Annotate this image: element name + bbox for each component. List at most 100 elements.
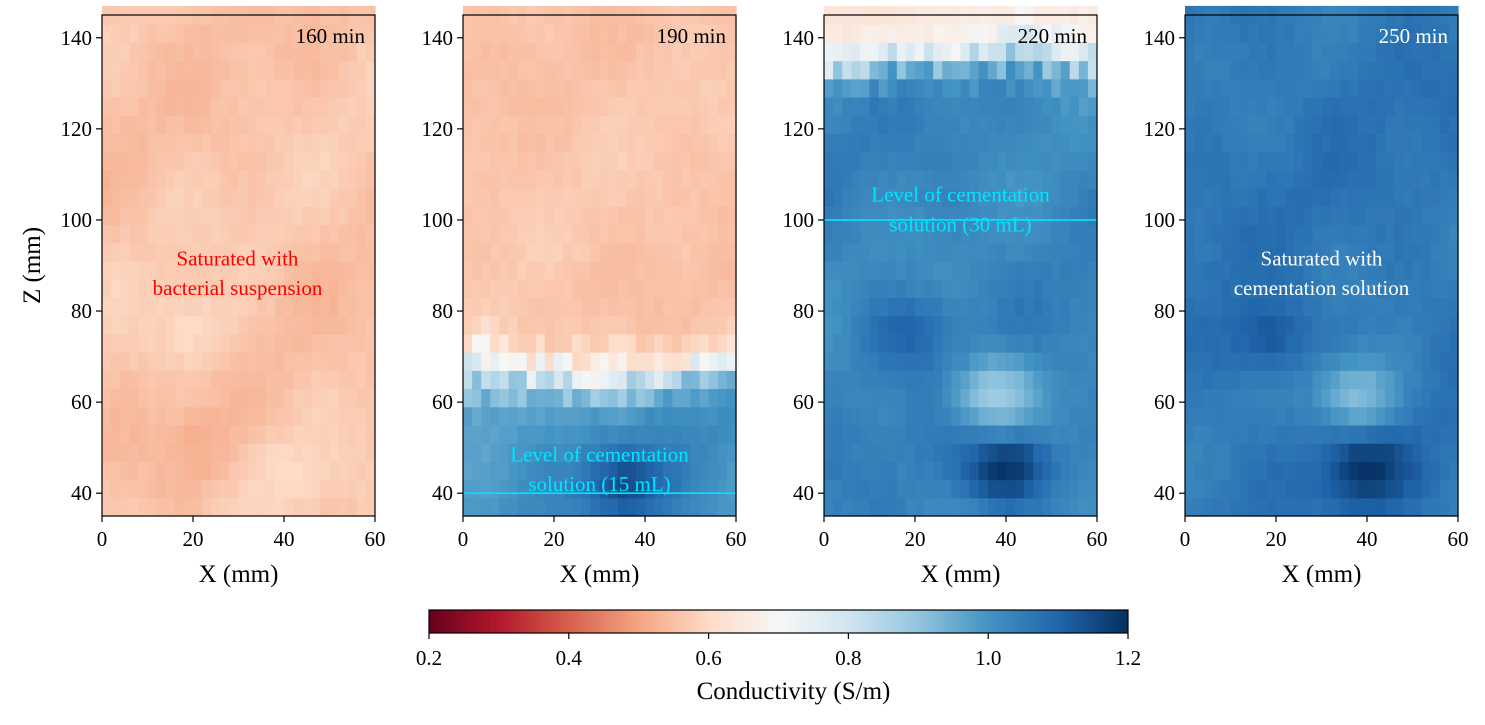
heatmap-cell bbox=[1194, 60, 1204, 80]
heatmap-cell bbox=[256, 352, 267, 371]
heatmap-cell bbox=[1194, 461, 1204, 481]
heatmap-cell bbox=[338, 333, 349, 353]
heatmap-cell bbox=[311, 370, 321, 390]
heatmap-cell bbox=[915, 461, 925, 481]
heatmap-cell bbox=[1321, 133, 1332, 153]
heatmap-cell bbox=[1042, 96, 1053, 116]
heatmap-cell bbox=[978, 315, 989, 335]
heatmap-cell bbox=[1078, 297, 1089, 317]
heatmap-cell bbox=[915, 497, 925, 517]
heatmap-cell bbox=[969, 370, 980, 390]
heatmap-cell bbox=[1006, 242, 1016, 262]
heatmap-cell bbox=[1294, 133, 1304, 153]
heatmap-cell bbox=[183, 169, 194, 189]
heatmap-cell bbox=[1430, 479, 1441, 499]
heatmap-cell bbox=[165, 352, 176, 371]
heatmap-cell bbox=[681, 242, 692, 262]
colorbar-segment bbox=[825, 610, 829, 633]
heatmap-cell bbox=[120, 479, 130, 499]
heatmap-cell bbox=[138, 96, 149, 116]
heatmap-cell bbox=[329, 24, 340, 43]
heatmap-cell bbox=[1430, 151, 1441, 171]
heatmap-cell bbox=[726, 443, 737, 462]
heatmap-cell bbox=[1339, 242, 1350, 262]
heatmap-cell bbox=[599, 60, 610, 80]
heatmap-cell bbox=[869, 78, 880, 98]
heatmap-cell bbox=[1385, 169, 1395, 189]
heatmap-cell bbox=[463, 370, 473, 390]
heatmap-cell bbox=[102, 242, 112, 262]
heatmap-cell bbox=[247, 424, 258, 444]
colorbar-segment bbox=[822, 610, 826, 633]
heatmap-cell bbox=[563, 352, 573, 371]
heatmap-cell bbox=[120, 315, 130, 335]
heatmap-cell bbox=[933, 370, 943, 390]
heatmap-cell bbox=[256, 406, 267, 426]
heatmap-cell bbox=[645, 479, 655, 499]
heatmap-cell bbox=[526, 224, 537, 244]
heatmap-cell bbox=[165, 24, 176, 43]
heatmap-cell bbox=[220, 115, 230, 135]
heatmap-cell bbox=[726, 370, 737, 390]
heatmap-cell bbox=[526, 406, 537, 426]
heatmap-cell bbox=[987, 406, 998, 426]
heatmap-cell bbox=[1348, 133, 1359, 153]
heatmap-cell bbox=[1367, 224, 1377, 244]
heatmap-cell bbox=[329, 133, 340, 153]
heatmap-cell bbox=[1051, 497, 1062, 517]
heatmap-cell bbox=[663, 279, 673, 298]
heatmap-cell bbox=[869, 443, 880, 462]
heatmap-cell bbox=[663, 242, 673, 262]
heatmap-cell bbox=[174, 206, 185, 226]
heatmap-cell bbox=[320, 78, 331, 98]
heatmap-cell bbox=[726, 224, 737, 244]
annotation-line: Level of cementation bbox=[871, 183, 1050, 207]
heatmap-cell bbox=[969, 78, 980, 98]
heatmap-cell bbox=[347, 388, 358, 408]
heatmap-cell bbox=[572, 24, 582, 43]
y-tick-label: 80 bbox=[1154, 299, 1175, 323]
heatmap-cell bbox=[102, 24, 112, 43]
heatmap-cell bbox=[1221, 151, 1232, 171]
heatmap-cell bbox=[690, 24, 701, 43]
heatmap-cell bbox=[869, 461, 880, 481]
heatmap-cell bbox=[978, 352, 989, 371]
heatmap-cell bbox=[1006, 497, 1016, 517]
heatmap-cell bbox=[1203, 388, 1213, 408]
heatmap-cell bbox=[824, 78, 834, 98]
heatmap-cell bbox=[1430, 206, 1441, 226]
heatmap-cell bbox=[1385, 133, 1395, 153]
colorbar-segment bbox=[950, 610, 954, 633]
heatmap-cell bbox=[905, 370, 916, 390]
heatmap-cell bbox=[1185, 188, 1195, 207]
heatmap-cell bbox=[617, 279, 628, 298]
heatmap-cell bbox=[942, 461, 952, 481]
heatmap-cell bbox=[293, 206, 303, 226]
heatmap-cell bbox=[229, 115, 240, 135]
heatmap-cell bbox=[554, 188, 564, 207]
heatmap-cell bbox=[663, 315, 673, 335]
heatmap-cell bbox=[544, 315, 555, 335]
heatmap-cell bbox=[951, 224, 962, 244]
heatmap-cell bbox=[1430, 24, 1441, 43]
heatmap-cell bbox=[1078, 133, 1089, 153]
heatmap-cell bbox=[544, 206, 555, 226]
heatmap-cell bbox=[1376, 260, 1386, 280]
heatmap-cell bbox=[183, 370, 194, 390]
heatmap-cell bbox=[951, 151, 962, 171]
heatmap-cell bbox=[663, 424, 673, 444]
heatmap-cell bbox=[590, 224, 601, 244]
heatmap-cell bbox=[356, 406, 367, 426]
heatmap-cell bbox=[969, 169, 980, 189]
heatmap-cell bbox=[896, 461, 907, 481]
heatmap-cell bbox=[1385, 388, 1395, 408]
heatmap-cell bbox=[824, 169, 834, 189]
heatmap-cell bbox=[617, 388, 628, 408]
heatmap-cell bbox=[1376, 479, 1386, 499]
heatmap-cell bbox=[183, 352, 194, 371]
heatmap-cell bbox=[481, 352, 491, 371]
heatmap-cell bbox=[1203, 242, 1213, 262]
heatmap-cell bbox=[924, 206, 934, 226]
heatmap-cell bbox=[1339, 133, 1350, 153]
heatmap-cell bbox=[878, 461, 889, 481]
